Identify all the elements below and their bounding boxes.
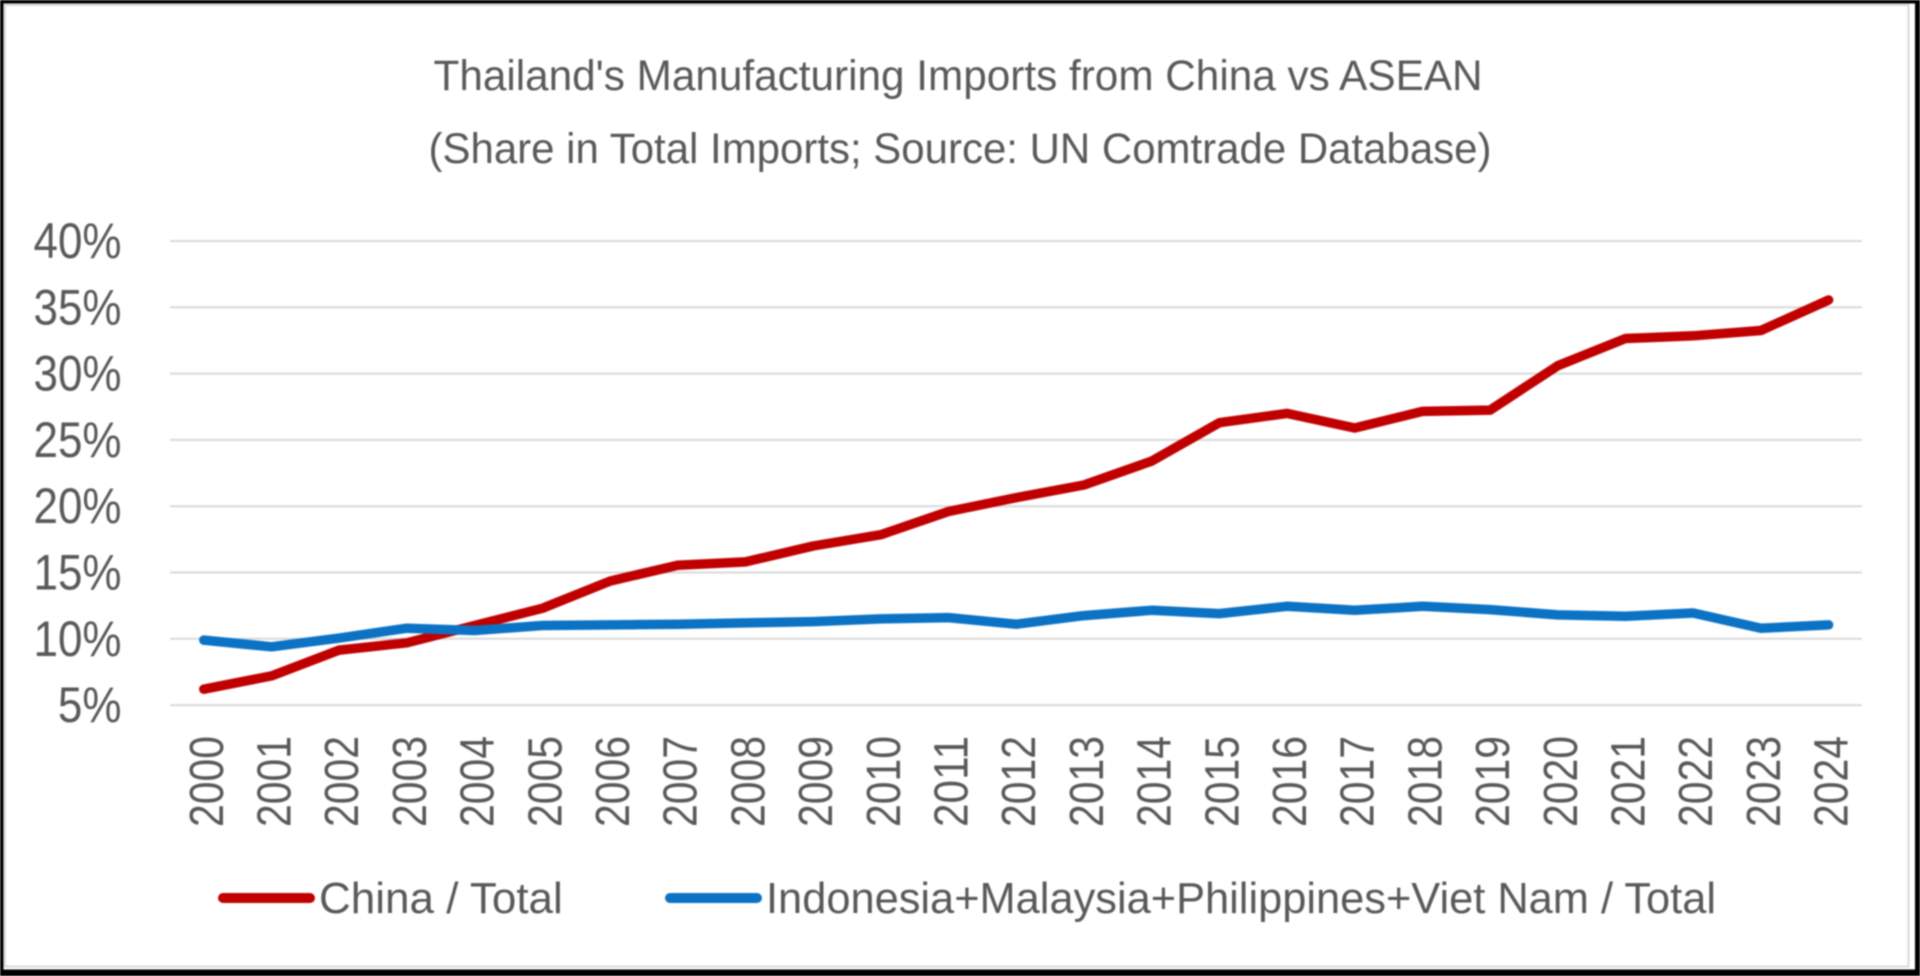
svg-text:2004: 2004 [452,736,505,827]
svg-text:2006: 2006 [587,736,640,827]
svg-text:2005: 2005 [519,736,572,827]
svg-text:(Share in Total Imports; Sourc: (Share in Total Imports; Source: UN Comt… [429,125,1492,173]
svg-text:2018: 2018 [1399,736,1452,827]
svg-text:15%: 15% [34,545,122,601]
svg-text:40%: 40% [34,213,122,269]
svg-text:2012: 2012 [993,736,1046,827]
svg-text:2015: 2015 [1196,736,1249,827]
svg-text:2023: 2023 [1738,736,1791,827]
svg-text:10%: 10% [34,611,122,667]
svg-text:35%: 35% [34,279,122,335]
svg-text:2007: 2007 [655,736,708,827]
svg-text:2013: 2013 [1061,736,1114,827]
svg-text:2008: 2008 [722,736,775,827]
svg-text:30%: 30% [34,346,122,402]
svg-text:2001: 2001 [249,736,302,827]
svg-text:Thailand's Manufacturing Impor: Thailand's Manufacturing Imports from Ch… [434,52,1483,100]
svg-text:2009: 2009 [790,736,843,827]
svg-text:2003: 2003 [384,736,437,827]
svg-text:2024: 2024 [1806,736,1859,827]
svg-text:China / Total: China / Total [319,874,563,923]
svg-text:2014: 2014 [1129,736,1182,827]
svg-text:2020: 2020 [1535,736,1588,827]
svg-text:2016: 2016 [1264,736,1317,827]
svg-text:2022: 2022 [1670,736,1723,827]
svg-text:2017: 2017 [1332,736,1385,827]
svg-text:Indonesia+Malaysia+Philippines: Indonesia+Malaysia+Philippines+Viet Nam … [766,874,1716,923]
svg-text:25%: 25% [34,412,122,468]
svg-text:2002: 2002 [316,736,369,827]
svg-text:2021: 2021 [1603,736,1656,827]
svg-text:2010: 2010 [858,736,911,827]
svg-text:2019: 2019 [1467,736,1520,827]
svg-text:2000: 2000 [181,736,234,827]
svg-text:5%: 5% [58,677,122,733]
svg-text:20%: 20% [34,478,122,534]
svg-text:2011: 2011 [926,736,979,827]
